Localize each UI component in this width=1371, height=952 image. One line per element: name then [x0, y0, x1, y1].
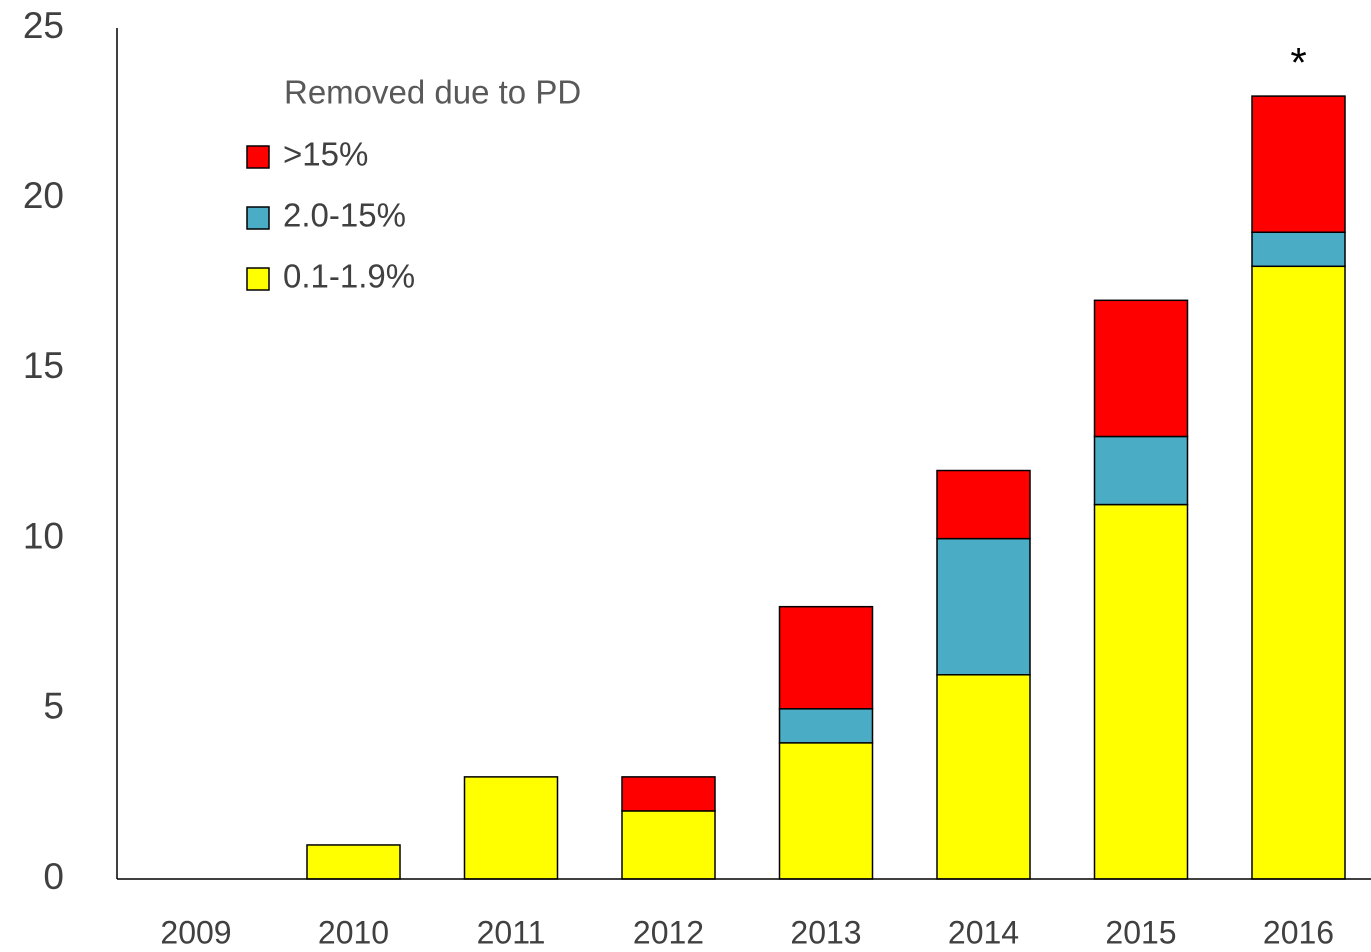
bar-segment	[621, 810, 716, 880]
bar-segment	[778, 742, 874, 880]
x-tick-label: 2012	[633, 914, 704, 950]
legend-label: 0.1-1.9%	[283, 258, 415, 295]
annotation: *	[1290, 39, 1306, 86]
bar-segment	[306, 844, 401, 880]
bar-segment	[936, 674, 1031, 880]
x-tick-label: 2016	[1263, 914, 1334, 950]
bar-segment	[1093, 503, 1189, 880]
legend-label: 2.0-15%	[283, 197, 406, 234]
x-tick-label: 2014	[948, 914, 1019, 950]
y-tick-label: 5	[43, 686, 64, 727]
bar-segment	[463, 776, 559, 880]
bar-segment	[778, 605, 874, 710]
legend-swatch	[246, 145, 270, 169]
x-tick-label: 2015	[1105, 914, 1176, 950]
legend-swatch	[246, 206, 270, 230]
y-tick-label: 20	[23, 175, 64, 216]
y-tick-label: 15	[23, 345, 64, 386]
x-tick-label: 2009	[160, 914, 231, 950]
bar-segment	[621, 776, 716, 812]
y-tick-label: 10	[23, 515, 64, 556]
x-tick-label: 2013	[790, 914, 861, 950]
bar-segment	[1093, 299, 1189, 438]
y-tick-label: 25	[23, 5, 64, 46]
bar-segment	[778, 708, 874, 744]
bar-segment	[1251, 95, 1346, 233]
legend-label: >15%	[283, 136, 368, 173]
x-tick-label: 2010	[318, 914, 389, 950]
bar-segment	[936, 537, 1031, 676]
y-tick-label: 0	[43, 856, 64, 897]
bar-segment	[1251, 231, 1346, 268]
bar-segment	[1251, 265, 1346, 880]
legend-title: Removed due to PD	[284, 74, 581, 111]
bar-segment	[1093, 435, 1189, 506]
bar-segment	[936, 469, 1031, 540]
legend-swatch	[246, 267, 270, 291]
x-tick-label: 2011	[477, 914, 546, 950]
